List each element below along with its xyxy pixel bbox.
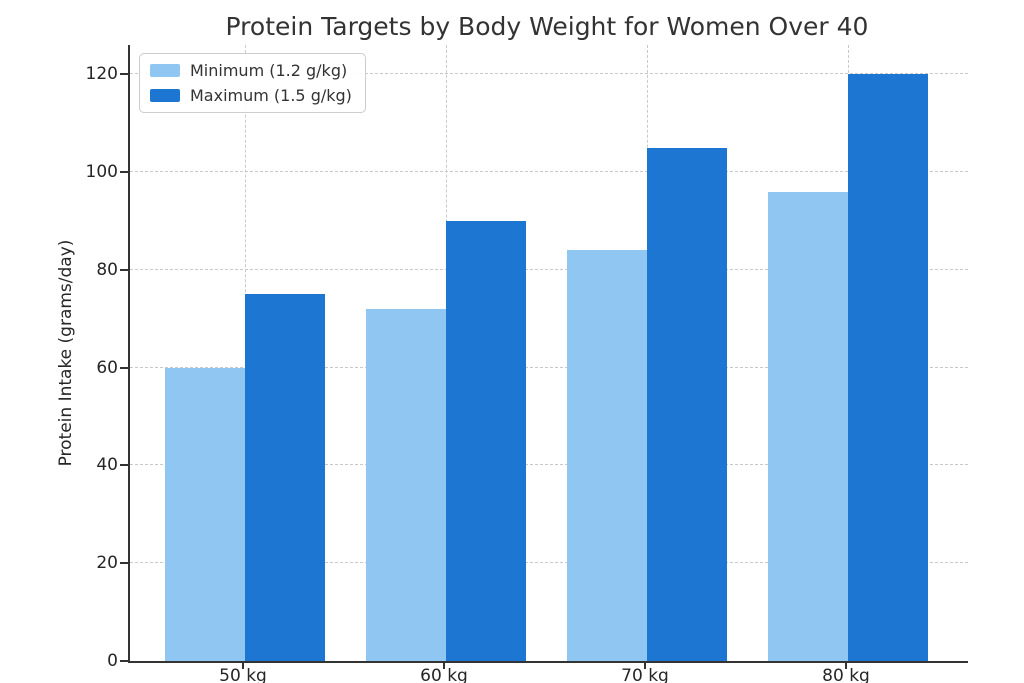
x-tick-label-70kg: 70 kg xyxy=(621,666,669,683)
bar-maximum-70kg xyxy=(647,147,727,661)
bar-maximum-80kg xyxy=(848,74,928,661)
bar-minimum-50kg xyxy=(165,367,245,661)
y-tick-label-120: 120 xyxy=(85,64,118,85)
chart-title: Protein Targets by Body Weight for Women… xyxy=(225,12,869,41)
x-tick-mark-50kg xyxy=(242,663,244,669)
y-tick-mark-0 xyxy=(120,660,128,662)
gridline-horizontal-80 xyxy=(130,268,968,270)
y-tick-label-20: 20 xyxy=(96,553,118,574)
bar-maximum-60kg xyxy=(446,221,526,661)
bar-minimum-70kg xyxy=(567,250,647,661)
legend-label-minimum: Minimum (1.2 g/kg) xyxy=(190,61,348,80)
bar-minimum-80kg xyxy=(768,191,848,661)
y-tick-label-80: 80 xyxy=(96,259,118,280)
gridline-horizontal-20 xyxy=(130,562,968,564)
legend-label-maximum: Maximum (1.5 g/kg) xyxy=(190,86,352,105)
x-tick-label-60kg: 60 kg xyxy=(420,666,468,683)
plot-area: Minimum (1.2 g/kg) Maximum (1.5 g/kg) xyxy=(128,45,968,663)
gridline-horizontal-40 xyxy=(130,464,968,466)
x-tick-mark-60kg xyxy=(443,663,445,669)
legend: Minimum (1.2 g/kg) Maximum (1.5 g/kg) xyxy=(139,53,366,113)
y-tick-mark-20 xyxy=(120,562,128,565)
y-tick-mark-80 xyxy=(120,268,128,271)
y-tick-mark-40 xyxy=(120,464,128,467)
bar-maximum-50kg xyxy=(245,294,325,661)
x-tick-label-50kg: 50 kg xyxy=(219,666,267,683)
gridline-horizontal-60 xyxy=(130,366,968,368)
gridline-horizontal-100 xyxy=(130,171,968,173)
legend-swatch-minimum-icon xyxy=(150,64,180,77)
legend-item-minimum: Minimum (1.2 g/kg) xyxy=(150,61,352,80)
x-tick-mark-80kg xyxy=(845,663,847,669)
y-tick-label-60: 60 xyxy=(96,357,118,378)
y-tick-mark-60 xyxy=(120,366,128,369)
y-tick-label-0: 0 xyxy=(107,651,118,671)
bar-minimum-60kg xyxy=(366,309,446,661)
x-tick-label-80kg: 80 kg xyxy=(822,666,870,683)
y-tick-mark-120 xyxy=(120,73,128,76)
y-tick-label-100: 100 xyxy=(85,162,118,183)
y-tick-label-40: 40 xyxy=(96,455,118,476)
legend-item-maximum: Maximum (1.5 g/kg) xyxy=(150,86,352,105)
gridline-horizontal-120 xyxy=(130,73,968,75)
legend-swatch-maximum-icon xyxy=(150,89,180,102)
y-tick-mark-100 xyxy=(120,171,128,174)
x-tick-mark-70kg xyxy=(644,663,646,669)
